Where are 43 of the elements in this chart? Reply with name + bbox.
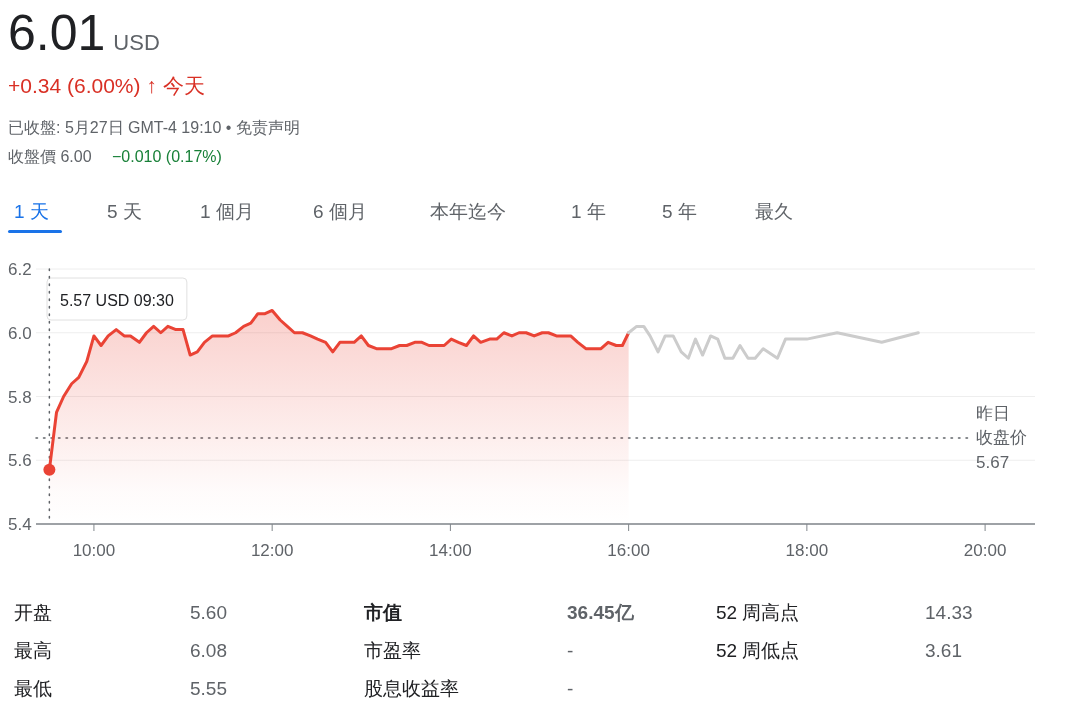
y-tick-label: 6.2	[8, 260, 32, 279]
annotation: 14.33	[925, 602, 973, 623]
annotation: 市值	[364, 602, 402, 623]
annotation: 最低	[14, 678, 52, 699]
annotation: -	[567, 640, 574, 661]
annotation: -	[567, 678, 574, 699]
line-series	[627, 324, 920, 360]
x-tick-label: 20:00	[963, 541, 1007, 560]
annotation: −0.010 (0.17%)	[112, 148, 222, 165]
x-tick-label: 16:00	[607, 541, 650, 560]
y-tick-label: 5.6	[8, 451, 32, 471]
annotation: 5.60	[190, 602, 227, 623]
annotation: 已收盤: 5月27日 GMT-4 19:10 • 免责声明	[8, 119, 300, 136]
subtitle: +0.34 (6.00%) ↑ 今天	[8, 74, 205, 97]
annotation: 5.57 USD 09:30	[46, 277, 188, 321]
annotation: 6 個月	[313, 201, 367, 222]
annotation: 最高	[14, 640, 52, 661]
annotation: 3.61	[925, 640, 962, 661]
annotation: 本年迄今	[430, 201, 506, 222]
annotation: 收盤價 6.00	[8, 148, 92, 165]
y-tick-label: 5.4	[8, 515, 32, 534]
annotation: 市盈率	[364, 640, 421, 661]
annotation: 1 個月	[200, 201, 254, 222]
title: 6.01 USD	[8, 5, 160, 61]
annotation: 最久	[755, 201, 793, 222]
y-tick-label: 5.8	[8, 387, 32, 407]
x-tick-label: 18:00	[785, 541, 829, 560]
annotation: 5 天	[107, 201, 142, 222]
annotation: 1 天	[14, 201, 49, 222]
annotation: 5.57 USD 09:30	[60, 292, 174, 309]
annotation: 股息收益率	[364, 678, 459, 699]
x-tick-label: 12:00	[250, 541, 294, 560]
x-tick-label: 14:00	[429, 541, 472, 560]
annotation: 5 年	[662, 201, 697, 222]
x-tick-label: 10:00	[72, 541, 116, 560]
annotation: 52 周低点	[716, 640, 800, 661]
y-tick-label: 6.0	[8, 323, 32, 343]
annotation: 36.45亿	[567, 602, 634, 623]
annotation: 开盘	[14, 602, 52, 623]
annotation: 1 年	[571, 201, 606, 222]
annotation: 5.55	[190, 678, 227, 699]
annotation: 52 周高点	[716, 602, 800, 623]
annotation: 6.08	[190, 640, 227, 661]
